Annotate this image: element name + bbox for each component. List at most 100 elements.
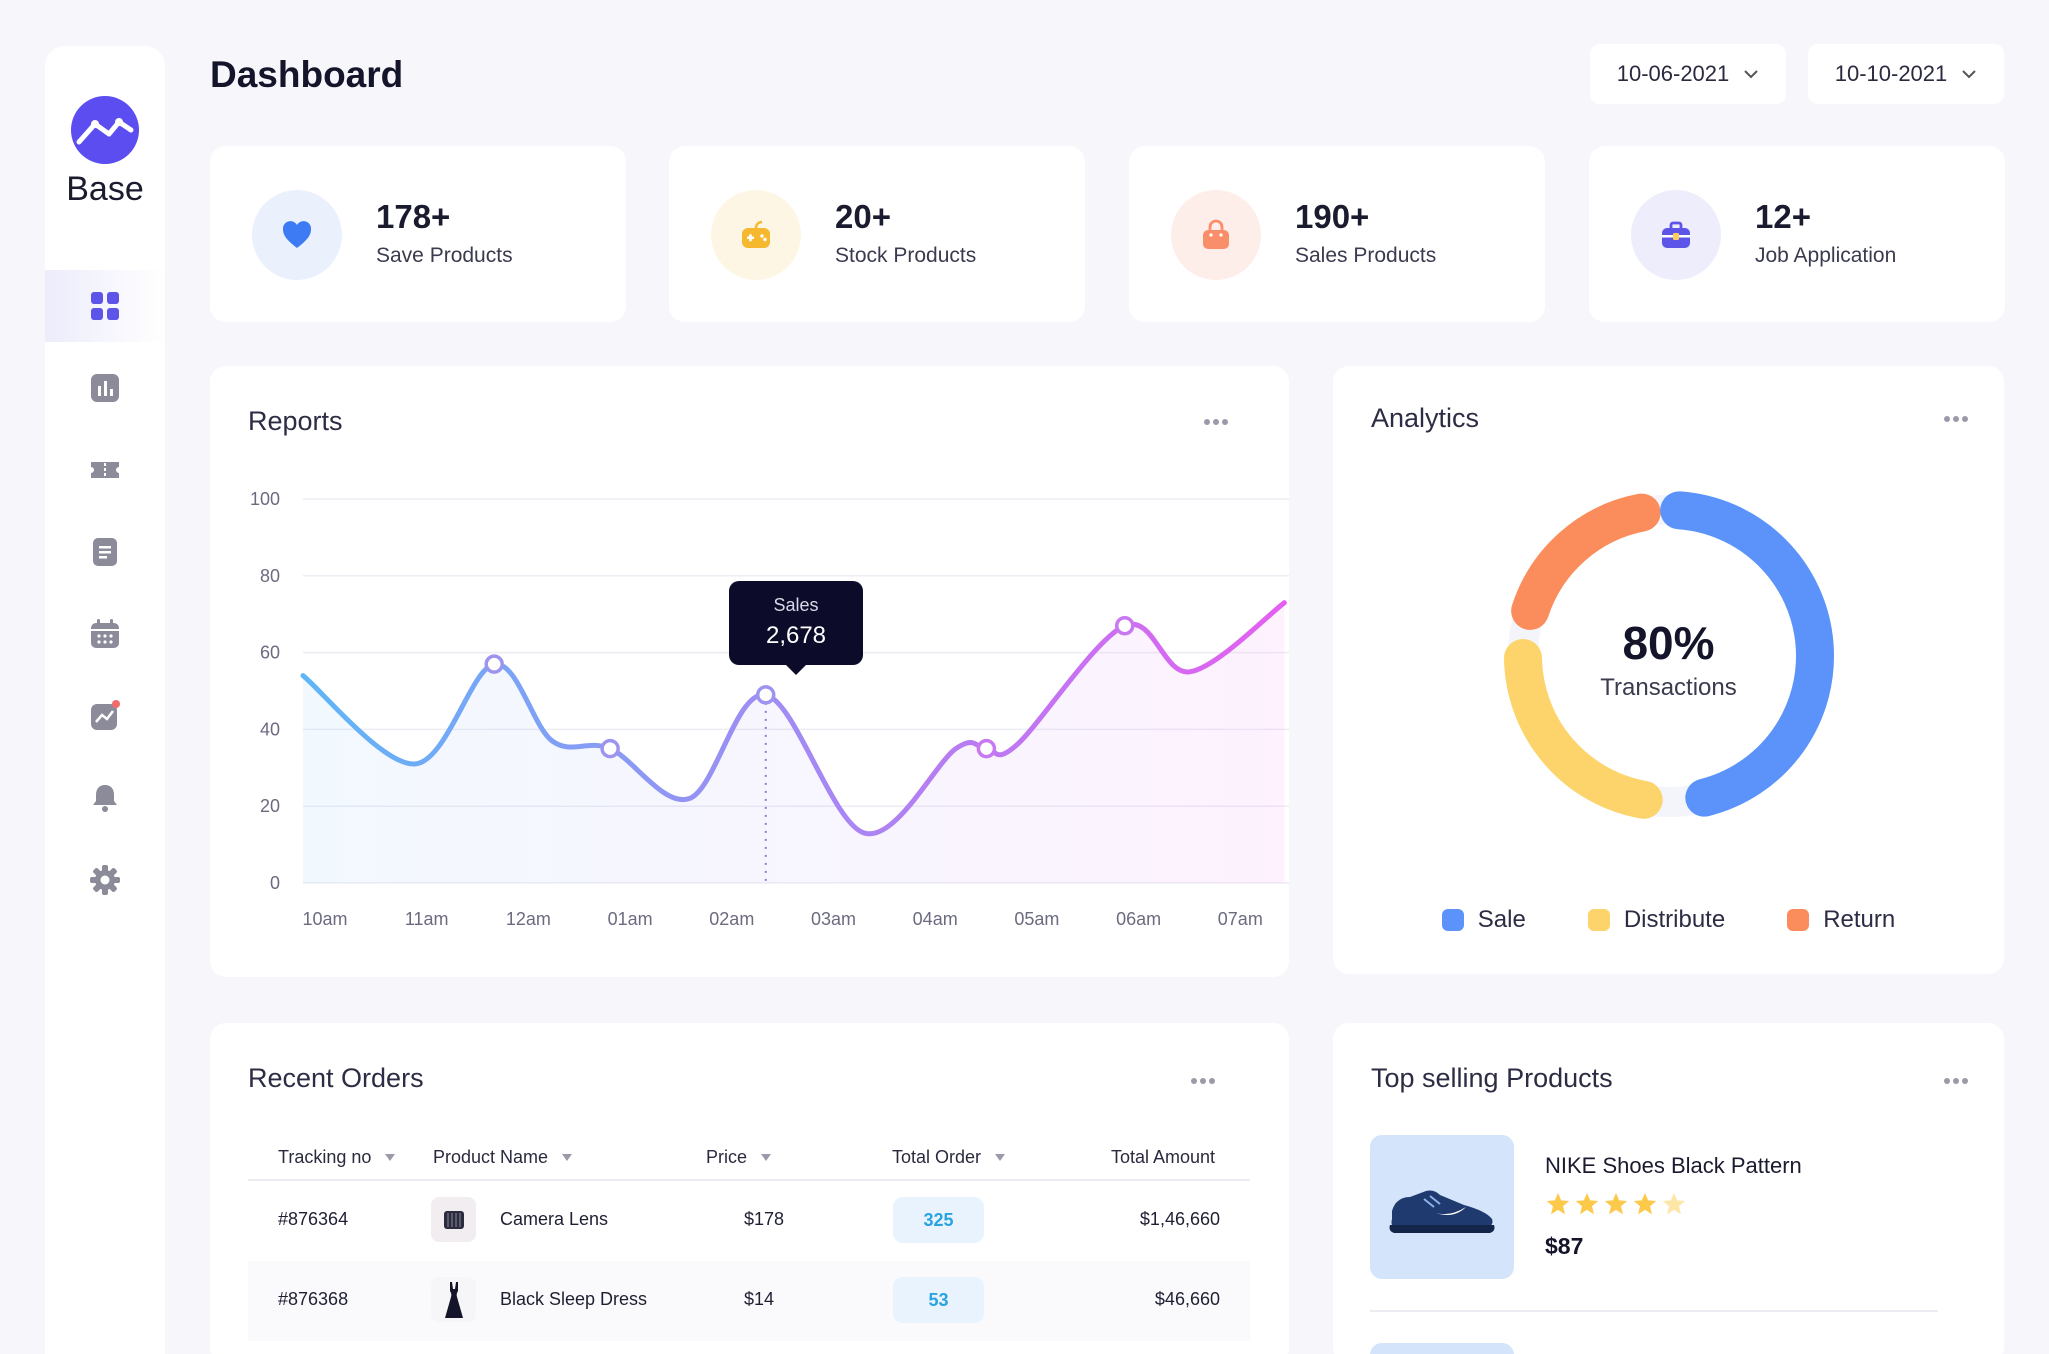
y-tick-label: 20 bbox=[260, 796, 280, 816]
heart-icon bbox=[282, 221, 312, 248]
stat-label: Save Products bbox=[376, 244, 513, 267]
data-point-marker[interactable] bbox=[600, 738, 620, 759]
more-options-icon[interactable] bbox=[1190, 1077, 1216, 1085]
analytics-donut-chart bbox=[1504, 491, 1834, 819]
game-icon bbox=[742, 220, 770, 248]
stat-card-job-application[interactable]: 12+ Job Application bbox=[1589, 146, 2005, 322]
tooltip-label: Sales bbox=[773, 595, 819, 615]
more-options-icon[interactable] bbox=[1203, 418, 1229, 426]
tracking-number: #876368 bbox=[278, 1289, 349, 1309]
brand-logo-icon[interactable] bbox=[71, 96, 139, 164]
stat-label: Stock Products bbox=[835, 244, 977, 267]
column-header-label: Product Name bbox=[433, 1147, 549, 1167]
donut-segment-sale[interactable] bbox=[1660, 491, 1834, 817]
stat-card-save-products[interactable]: 178+ Save Products bbox=[210, 146, 626, 322]
table-row[interactable]: #876368 Black Sleep Dress $14 53 $46,660 bbox=[248, 1261, 1250, 1341]
more-options-icon[interactable] bbox=[1943, 1077, 1969, 1085]
legend-label: Distribute bbox=[1623, 906, 1726, 933]
table-header-divider bbox=[248, 1179, 1250, 1181]
brand-name: Base bbox=[66, 170, 144, 208]
nav-documents[interactable] bbox=[45, 516, 165, 588]
y-tick-label: 40 bbox=[260, 719, 280, 739]
column-header-total-order[interactable]: Total Order bbox=[892, 1147, 1006, 1168]
data-point-marker[interactable] bbox=[976, 738, 997, 759]
total-order-badge: 325 bbox=[893, 1197, 984, 1243]
table-row[interactable]: #876364 Camera Lens $178 325 $1,46,660 bbox=[248, 1181, 1250, 1261]
stat-card-sales-products[interactable]: 190+ Sales Products bbox=[1129, 146, 1545, 322]
nav-analytics[interactable] bbox=[45, 680, 165, 752]
stat-icon-bg bbox=[252, 190, 342, 280]
stat-icon-bg bbox=[1171, 190, 1261, 280]
chevron-down-icon bbox=[1744, 70, 1758, 79]
stat-value: 12+ bbox=[1755, 198, 1811, 235]
x-tick-label: 12am bbox=[506, 909, 551, 929]
nav-calendar[interactable] bbox=[45, 598, 165, 670]
x-tick-label: 03am bbox=[811, 909, 856, 929]
data-point-marker[interactable] bbox=[1114, 615, 1135, 636]
reports-title: Reports bbox=[248, 406, 343, 436]
ticket-icon bbox=[91, 462, 119, 478]
star-icon bbox=[1604, 1193, 1628, 1215]
legend-swatch bbox=[1441, 909, 1464, 931]
stat-icon-bg bbox=[711, 190, 801, 280]
column-header-label: Price bbox=[706, 1147, 748, 1167]
recent-orders-panel: Recent Orders Tracking no Product Name P… bbox=[210, 1023, 1289, 1354]
analytics-panel: Analytics 80% Transactions Sale Distribu… bbox=[1333, 366, 2004, 974]
nav-settings[interactable] bbox=[45, 844, 165, 916]
donut-center-label: Transactions bbox=[1600, 674, 1737, 701]
stat-card-stock-products[interactable]: 20+ Stock Products bbox=[669, 146, 1085, 322]
top-selling-panel: Top selling Products NIKE Shoes Black Pa… bbox=[1333, 1023, 2004, 1354]
y-tick-label: 100 bbox=[250, 489, 280, 509]
column-header-total-amount[interactable]: Total Amount bbox=[1111, 1147, 1215, 1168]
star-icon bbox=[1633, 1193, 1657, 1215]
legend-item-distribute[interactable]: Distribute bbox=[1587, 906, 1726, 934]
product-price: $87 bbox=[1545, 1233, 1584, 1259]
more-options-icon[interactable] bbox=[1943, 415, 1969, 423]
price: $178 bbox=[744, 1209, 785, 1229]
document-icon bbox=[93, 538, 117, 566]
page-title: Dashboard bbox=[210, 54, 404, 95]
shoe-image[interactable] bbox=[1370, 1135, 1514, 1279]
sort-arrow-icon bbox=[995, 1154, 1006, 1161]
top-selling-title: Top selling Products bbox=[1371, 1063, 1613, 1093]
briefcase-icon bbox=[1662, 221, 1690, 248]
x-tick-label: 11am bbox=[405, 909, 449, 929]
legend-swatch bbox=[1787, 909, 1810, 931]
product-name[interactable]: NIKE Shoes Black Pattern bbox=[1545, 1153, 1802, 1178]
column-header-product[interactable]: Product Name bbox=[433, 1147, 573, 1168]
column-header-tracking[interactable]: Tracking no bbox=[278, 1147, 396, 1168]
column-header-label: Total Order bbox=[892, 1147, 982, 1167]
donut-center-value: 80% bbox=[1622, 617, 1715, 669]
x-tick-label: 10am bbox=[302, 909, 347, 929]
legend-item-sale[interactable]: Sale bbox=[1441, 906, 1526, 934]
y-tick-label: 60 bbox=[260, 643, 280, 663]
date-from-select[interactable]: 10-06-2021 bbox=[1590, 44, 1786, 104]
legend-item-return[interactable]: Return bbox=[1787, 906, 1895, 934]
next-product-image[interactable] bbox=[1370, 1343, 1514, 1354]
nav-tickets[interactable] bbox=[45, 434, 165, 506]
data-point-marker[interactable] bbox=[484, 654, 504, 674]
x-tick-label: 02am bbox=[709, 909, 754, 929]
column-header-price[interactable]: Price bbox=[706, 1147, 772, 1168]
stat-label: Sales Products bbox=[1295, 244, 1437, 267]
series-area bbox=[303, 602, 1285, 883]
date-to-select[interactable]: 10-10-2021 bbox=[1808, 44, 2004, 104]
star-icon bbox=[1662, 1193, 1686, 1215]
gear-icon bbox=[90, 865, 120, 895]
nav-reports[interactable] bbox=[45, 352, 165, 424]
donut-segment-return[interactable] bbox=[1511, 493, 1661, 630]
data-point-marker[interactable] bbox=[755, 685, 776, 705]
nav-notifications[interactable] bbox=[45, 762, 165, 834]
dashboard-grid-icon bbox=[91, 292, 119, 320]
stat-value: 190+ bbox=[1295, 198, 1370, 235]
donut-segment-distribute[interactable] bbox=[1504, 639, 1663, 819]
stat-value: 20+ bbox=[835, 198, 891, 235]
stat-icon-bg bbox=[1631, 190, 1721, 280]
date-from-value: 10-06-2021 bbox=[1616, 61, 1730, 86]
x-tick-label: 07am bbox=[1218, 909, 1263, 929]
trend-chart-icon bbox=[91, 700, 120, 730]
sidebar: Base bbox=[45, 46, 165, 1354]
nav-dashboard[interactable] bbox=[45, 270, 165, 342]
product-name: Camera Lens bbox=[500, 1209, 609, 1229]
tracking-number: #876364 bbox=[278, 1209, 349, 1229]
